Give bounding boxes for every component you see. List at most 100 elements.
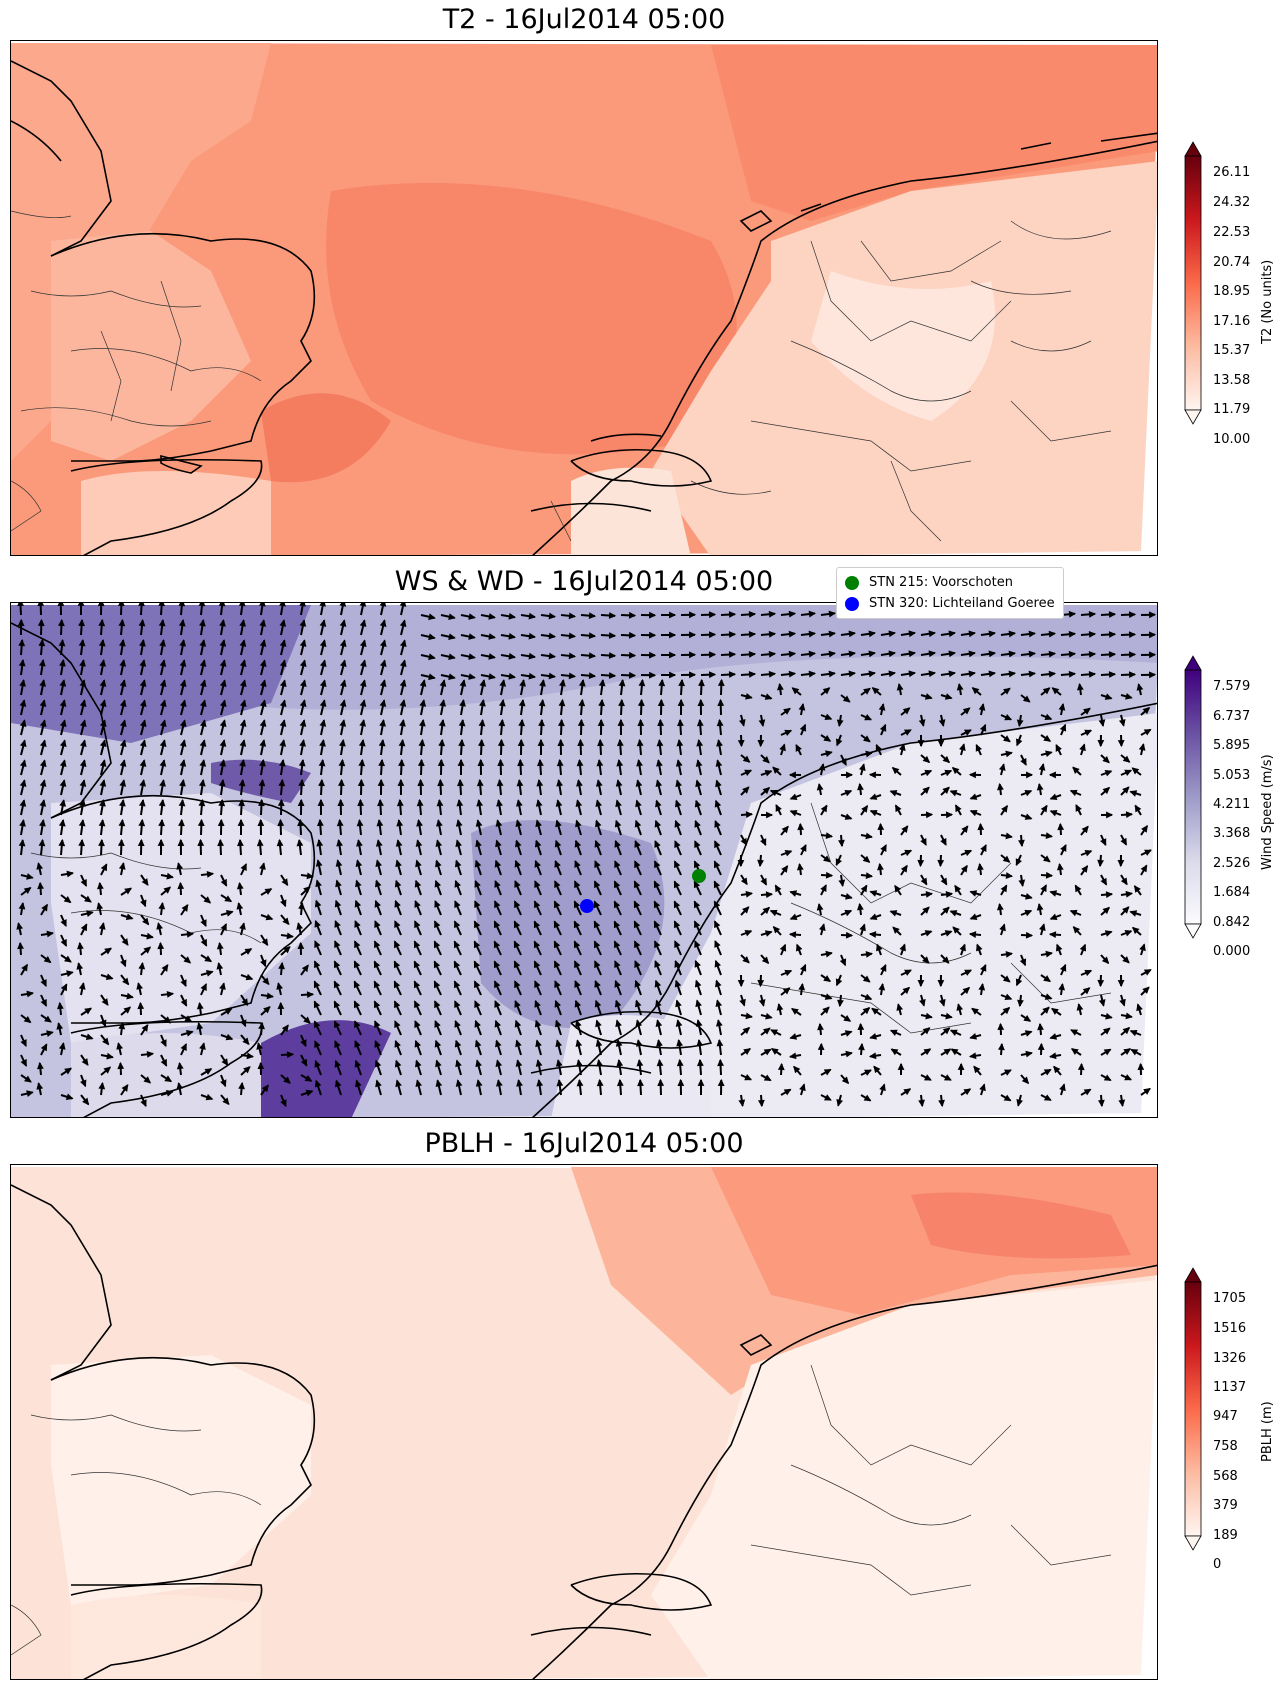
wind-arrow-head [1125,890,1134,898]
legend-item-stn215: STN 215: Voorschoten [845,572,1055,593]
wind-arrow-head [876,943,883,952]
station-320-marker[interactable] [580,899,594,913]
wind-arrow-head [825,832,834,840]
wind-arrow-head [614,860,621,869]
wind-arrow-head [789,793,798,800]
wind-arrow-head [824,713,833,721]
wind-arrow-head [888,650,896,658]
wind-arrow-head [744,1074,753,1081]
wind-arrow-head [1002,855,1011,863]
wind-arrow-head [869,890,878,897]
wind-arrow-head [178,818,185,827]
wind-arrow-head [1079,943,1087,952]
wind-arrow-head [714,920,721,929]
wind-arrow-head [239,922,246,930]
wind-arrow-head [588,632,597,640]
wind-arrow-head [414,1059,422,1068]
wind-arrow-head [634,920,641,929]
wind-arrow-head [1040,884,1047,893]
wind-arrow-head [574,980,581,988]
wind-arrow-head [1049,810,1058,817]
wind-arrow-head [820,804,828,813]
wind-arrow-head [260,959,267,968]
wind-arrow-head [19,719,27,727]
wind-arrow-head [279,619,287,627]
wind-arrow-head [656,1039,663,1047]
wind-arrow-head [58,618,65,627]
wind-arrow-head [835,978,843,987]
wind-arrow-head [79,739,87,748]
wind-arrow-head [240,863,247,871]
wind-arrow-head [597,738,604,747]
wind-arrow-head [784,969,793,977]
wind-arrow-head [1102,1027,1111,1035]
wind-arrow-head [97,881,104,890]
wind-arrow-head [669,651,677,659]
wind-arrow-head [494,859,502,868]
wind-arrow-head [454,1019,461,1028]
wind-arrow-head [1008,670,1017,678]
wind-arrow-head [656,738,664,747]
wind-arrow-head [395,859,402,868]
colorbar-tick: 0.000 [1213,944,1251,959]
wind-arrow-head [797,822,805,831]
wind-arrow-head [971,1007,979,1015]
wind-arrow-head [714,840,721,849]
wind-arrow-head [353,980,361,989]
wind-arrow-shaft [220,603,224,616]
wind-arrow-head [394,1020,401,1029]
wind-arrow-head [628,671,637,679]
wind-arrow-head [300,1058,308,1067]
wind-arrow-head [138,961,146,970]
wind-arrow-head [435,1079,443,1087]
wind-arrow-head [968,670,976,678]
wind-arrow-head [36,862,44,870]
wind-arrow-head [697,1078,705,1086]
wind-arrow-head [1001,804,1008,813]
wind-arrow-head [1133,885,1141,893]
wind-arrow-head [816,903,824,911]
ws-map-svg [11,603,1157,1117]
wind-arrow-head [535,1039,542,1048]
wind-arrow-head [220,878,227,887]
wind-arrow-head [848,650,857,658]
wind-arrow-head [788,670,797,678]
wind-arrow-head [868,670,876,678]
wind-arrow-head [417,778,425,786]
wind-arrow-head [98,638,106,647]
wind-arrow-head [783,1088,792,1096]
wind-arrow-head [716,739,723,747]
wind-arrow-head [199,619,206,627]
wind-arrow-head [917,980,925,988]
station-215-marker[interactable] [692,869,706,883]
wind-arrow-head [478,718,486,727]
wind-arrow-head [18,638,26,647]
wind-arrow-head [186,930,195,938]
wind-arrow-head [20,1059,27,1067]
wind-arrow-head [239,639,247,647]
wind-arrow-head [964,849,973,857]
wind-arrow-head [393,960,401,969]
wind-arrow-head [359,679,367,687]
wind-arrow-head [57,603,65,606]
wind-arrow-head [339,603,347,607]
wind-arrow-head [1140,864,1148,873]
colorbar-tick: 13.58 [1213,373,1251,388]
wind-arrow-head [119,719,127,728]
wind-arrow-head [239,619,246,627]
wind-arrow-head [869,793,878,800]
wind-arrow-head [396,798,404,807]
wind-arrow-head [1103,1048,1112,1056]
wind-arrow-head [180,1043,187,1051]
wind-arrow-head [105,973,114,981]
wind-arrow-head [857,782,864,791]
wind-arrow-head [434,879,442,888]
wind-arrow-head [769,909,778,917]
wind-arrow-head [119,799,126,807]
wind-arrow-head [1118,1099,1126,1108]
wind-arrow-head [179,759,187,767]
wind-arrow-head [964,729,972,736]
wind-arrow-head [770,1048,779,1055]
wind-arrow-head [259,679,267,688]
wind-arrow-head [377,778,385,786]
